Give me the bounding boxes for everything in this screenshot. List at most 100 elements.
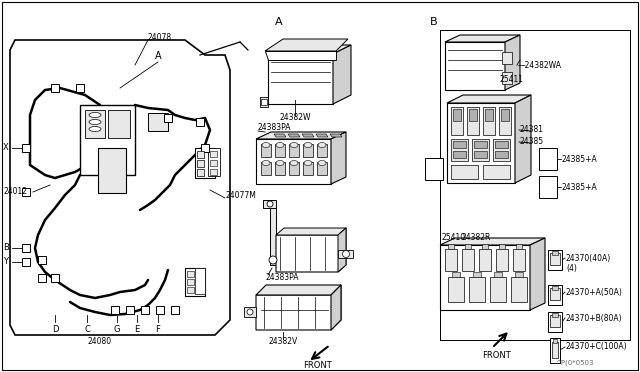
Bar xyxy=(483,107,495,135)
Polygon shape xyxy=(338,228,346,272)
Bar xyxy=(453,109,461,121)
Bar xyxy=(51,274,59,282)
Polygon shape xyxy=(440,245,530,310)
Polygon shape xyxy=(263,200,276,208)
Polygon shape xyxy=(465,244,471,249)
Bar xyxy=(453,141,466,148)
Bar xyxy=(51,84,59,92)
Bar xyxy=(197,160,204,167)
Polygon shape xyxy=(515,272,523,277)
Polygon shape xyxy=(515,95,531,183)
Bar xyxy=(196,118,204,126)
Polygon shape xyxy=(275,144,285,157)
Text: F: F xyxy=(156,326,161,334)
Bar xyxy=(111,306,119,314)
Ellipse shape xyxy=(318,160,326,166)
Bar xyxy=(22,258,30,266)
Circle shape xyxy=(247,309,253,315)
Bar xyxy=(467,107,479,135)
Text: 24385+A: 24385+A xyxy=(561,154,596,164)
Polygon shape xyxy=(260,97,268,107)
Polygon shape xyxy=(256,139,331,184)
Ellipse shape xyxy=(262,160,270,166)
Polygon shape xyxy=(289,162,299,175)
Bar xyxy=(108,110,130,138)
Polygon shape xyxy=(317,144,327,157)
Bar xyxy=(22,144,30,152)
Text: C: C xyxy=(84,326,90,334)
Polygon shape xyxy=(261,162,271,175)
Bar xyxy=(451,107,463,135)
Bar xyxy=(495,151,508,158)
Ellipse shape xyxy=(276,160,284,166)
Text: Y: Y xyxy=(3,257,8,266)
Bar xyxy=(539,148,557,170)
Bar xyxy=(485,109,493,121)
Polygon shape xyxy=(10,40,230,335)
Ellipse shape xyxy=(290,142,298,148)
Text: A: A xyxy=(155,51,162,61)
Polygon shape xyxy=(302,134,314,137)
Bar xyxy=(38,274,46,282)
Polygon shape xyxy=(445,42,505,90)
Bar xyxy=(493,139,510,161)
Bar xyxy=(453,151,466,158)
Bar xyxy=(80,105,135,175)
Bar xyxy=(171,306,179,314)
Bar xyxy=(451,139,468,161)
Polygon shape xyxy=(288,134,300,137)
Polygon shape xyxy=(261,144,271,157)
Bar xyxy=(499,107,511,135)
Bar xyxy=(98,148,126,193)
Bar xyxy=(550,253,560,265)
Bar xyxy=(474,141,487,148)
Polygon shape xyxy=(482,244,488,249)
Polygon shape xyxy=(276,228,346,235)
Circle shape xyxy=(269,256,277,264)
Bar xyxy=(548,285,562,305)
Polygon shape xyxy=(274,134,286,137)
Text: B: B xyxy=(3,244,9,253)
Polygon shape xyxy=(265,51,336,60)
Polygon shape xyxy=(445,249,457,271)
Polygon shape xyxy=(316,134,328,137)
Bar xyxy=(552,313,558,317)
Polygon shape xyxy=(440,238,545,245)
Text: 24382R: 24382R xyxy=(462,232,492,241)
Text: 24381: 24381 xyxy=(520,125,544,135)
Polygon shape xyxy=(303,162,313,175)
Polygon shape xyxy=(256,285,341,330)
Bar xyxy=(164,114,172,122)
Polygon shape xyxy=(270,208,276,265)
Ellipse shape xyxy=(304,160,312,166)
Text: 24080: 24080 xyxy=(88,337,112,346)
Text: E: E xyxy=(134,326,140,334)
Polygon shape xyxy=(303,144,313,157)
Bar xyxy=(548,250,562,270)
Bar xyxy=(502,72,512,84)
Text: 24078: 24078 xyxy=(148,32,172,42)
Bar xyxy=(185,268,205,296)
Ellipse shape xyxy=(276,142,284,148)
Bar xyxy=(195,148,215,178)
Polygon shape xyxy=(513,249,525,271)
Text: (4): (4) xyxy=(566,263,577,273)
Text: 24370+C(100A): 24370+C(100A) xyxy=(566,343,628,352)
Bar xyxy=(451,165,478,179)
Bar xyxy=(553,339,557,343)
Text: G: G xyxy=(114,326,120,334)
Ellipse shape xyxy=(89,112,101,118)
Bar xyxy=(141,306,149,314)
Text: D: D xyxy=(52,326,58,334)
Text: 25410: 25410 xyxy=(442,232,466,241)
Ellipse shape xyxy=(89,119,101,125)
Bar xyxy=(483,165,510,179)
Bar xyxy=(502,52,512,64)
Text: 24383PA: 24383PA xyxy=(265,273,298,282)
Polygon shape xyxy=(496,249,508,271)
Text: FRONT: FRONT xyxy=(482,352,511,360)
Polygon shape xyxy=(448,277,464,302)
Text: 24012: 24012 xyxy=(3,187,27,196)
Bar xyxy=(195,268,205,294)
Bar xyxy=(187,271,194,277)
